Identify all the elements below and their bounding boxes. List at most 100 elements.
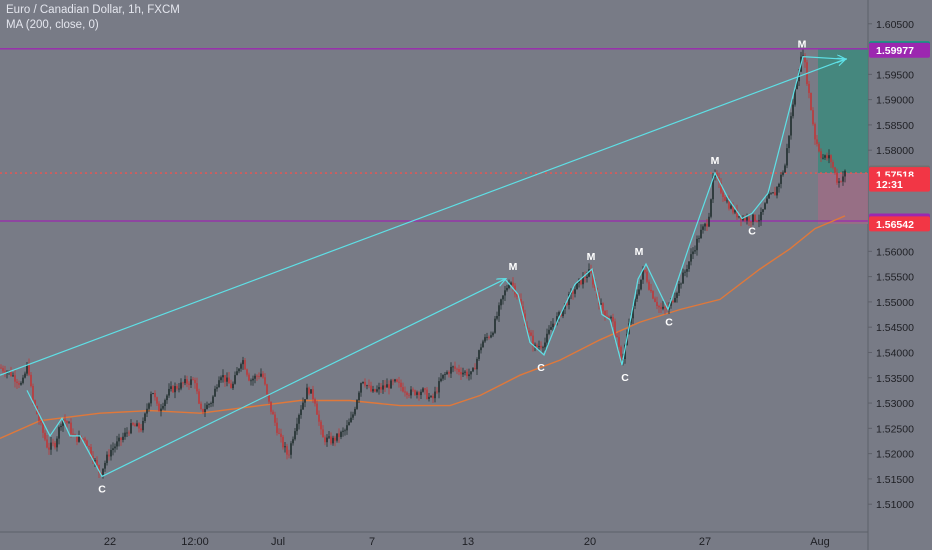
candle-body (636, 294, 638, 299)
price-label-box (869, 42, 930, 58)
candle-body (56, 438, 58, 448)
candle-body (260, 373, 262, 377)
candle-body (78, 435, 80, 442)
candle-body (508, 284, 510, 288)
price-label-text: 1.59977 (876, 45, 914, 57)
candle-body (554, 323, 556, 325)
pattern-leg-2 (0, 59, 845, 376)
candle-body (614, 321, 616, 336)
candle-body (258, 376, 260, 377)
candle-body (140, 428, 142, 431)
candle-body (786, 148, 788, 166)
candle-body (714, 173, 716, 178)
candle-body (180, 382, 182, 389)
candle-body (816, 139, 818, 145)
candle-body (134, 424, 136, 427)
candle-body (478, 350, 480, 360)
candle-body (44, 432, 46, 440)
candle-body (40, 420, 42, 423)
candle-body (366, 385, 368, 387)
candle-body (548, 329, 550, 334)
candle-body (378, 387, 380, 390)
candle-body (704, 223, 706, 227)
candle-body (146, 408, 148, 414)
candle-body (360, 383, 362, 393)
candle-body (574, 289, 576, 294)
candle-body (524, 313, 526, 326)
pattern-leg-0 (26, 279, 505, 478)
candle-body (434, 391, 436, 399)
candle-body (558, 312, 560, 317)
candle-body (710, 199, 712, 217)
candle-body (692, 251, 694, 255)
candle-body (156, 397, 158, 404)
candle-body (468, 374, 470, 377)
candle-body (474, 368, 476, 370)
candle-body (810, 92, 812, 111)
candle-body (212, 396, 214, 404)
candle-body (90, 446, 92, 456)
candle-body (222, 375, 224, 378)
candle-body (608, 316, 610, 319)
x-tick-label: 13 (462, 536, 474, 548)
candle-body (324, 437, 326, 443)
candle-body (638, 289, 640, 295)
candle-body (200, 403, 202, 409)
candle-body (686, 269, 688, 272)
candle-body (10, 370, 12, 376)
candle-body (242, 360, 244, 365)
candle-body (430, 396, 432, 397)
y-tick-label: 1.59000 (876, 95, 914, 107)
candle-body (62, 419, 64, 426)
wave-marker-m: M (798, 39, 807, 51)
candle-body (340, 431, 342, 438)
candle-body (352, 414, 354, 418)
candle-body (466, 371, 468, 377)
candle-body (370, 385, 372, 392)
candle-body (844, 170, 846, 177)
candle-body (330, 436, 332, 444)
candle-body (256, 375, 258, 377)
candle-body (834, 167, 836, 173)
candle-body (724, 196, 726, 201)
candle-body (162, 406, 164, 409)
candle-body (126, 432, 128, 434)
candle-body (726, 200, 728, 202)
candle-body (216, 387, 218, 389)
candle-body (182, 382, 184, 384)
y-tick-label: 1.59500 (876, 69, 914, 81)
candle-body (74, 434, 76, 436)
candle-body (470, 371, 472, 375)
candle-body (536, 344, 538, 347)
candle-body (354, 408, 356, 415)
candle-body (582, 276, 584, 285)
candle-body (58, 427, 60, 439)
candle-body (108, 454, 110, 457)
candle-body (594, 284, 596, 289)
candle-body (764, 203, 766, 210)
candle-body (246, 369, 248, 375)
candle-body (566, 303, 568, 305)
candle-body (738, 216, 740, 218)
candle-body (38, 414, 40, 421)
wave-marker-m: M (711, 155, 720, 167)
candle-body (300, 409, 302, 415)
candle-body (506, 287, 508, 291)
candle-body (504, 290, 506, 296)
candle-body (618, 337, 620, 347)
candle-body (546, 333, 548, 343)
indicator-label: MA (200, close, 0) (6, 19, 99, 31)
candle-body (302, 402, 304, 410)
candle-body (342, 430, 344, 432)
candle-body (606, 315, 608, 317)
candle-body (450, 366, 452, 374)
wave-marker-c: C (98, 483, 106, 495)
candle-body (842, 176, 844, 182)
x-tick-label: 12:00 (181, 536, 209, 548)
candle-body (694, 250, 696, 252)
candle-body (600, 303, 602, 305)
candle-body (206, 404, 208, 410)
candle-body (446, 372, 448, 375)
candle-body (98, 465, 100, 473)
